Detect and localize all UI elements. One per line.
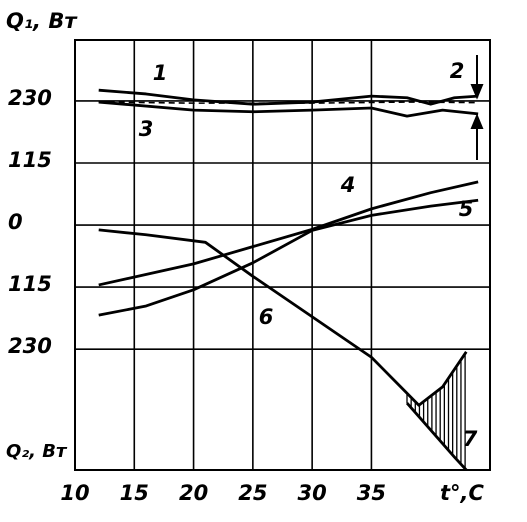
x-tick-label: 10 [60, 481, 89, 505]
y-tick-label: 115 [8, 148, 52, 172]
x-tick-label: 35 [357, 481, 386, 505]
y-axis-label-bottom: Q₂, Вт [6, 441, 68, 462]
series-label: 4 [340, 173, 356, 197]
y-tick-label: 230 [8, 334, 52, 358]
y-tick-label: 115 [8, 272, 52, 296]
x-tick-label: 30 [298, 481, 327, 505]
series-line [98, 180, 479, 287]
series-label: 6 [259, 305, 274, 329]
series-line [98, 101, 479, 104]
series-label: 3 [139, 117, 154, 141]
series-line [405, 402, 468, 470]
arrow-2 [470, 55, 484, 160]
y-tick-label: 230 [8, 86, 52, 110]
series-label: 7 [463, 427, 478, 451]
x-axis-label: t°,C [440, 481, 485, 505]
x-tick-label: 15 [120, 481, 149, 505]
series-label: 1 [153, 61, 168, 85]
series-label: 2 [450, 59, 465, 83]
x-tick-label: 25 [238, 481, 267, 505]
series-line [98, 228, 468, 407]
y-tick-label: 0 [8, 210, 23, 234]
x-tick-label: 20 [179, 481, 208, 505]
series-label: 5 [459, 197, 474, 221]
plot-area [98, 88, 479, 470]
series-line [98, 100, 479, 118]
y-axis-label: Q₁, Вт [6, 9, 78, 33]
series-line [98, 198, 479, 317]
series-line [98, 88, 479, 106]
